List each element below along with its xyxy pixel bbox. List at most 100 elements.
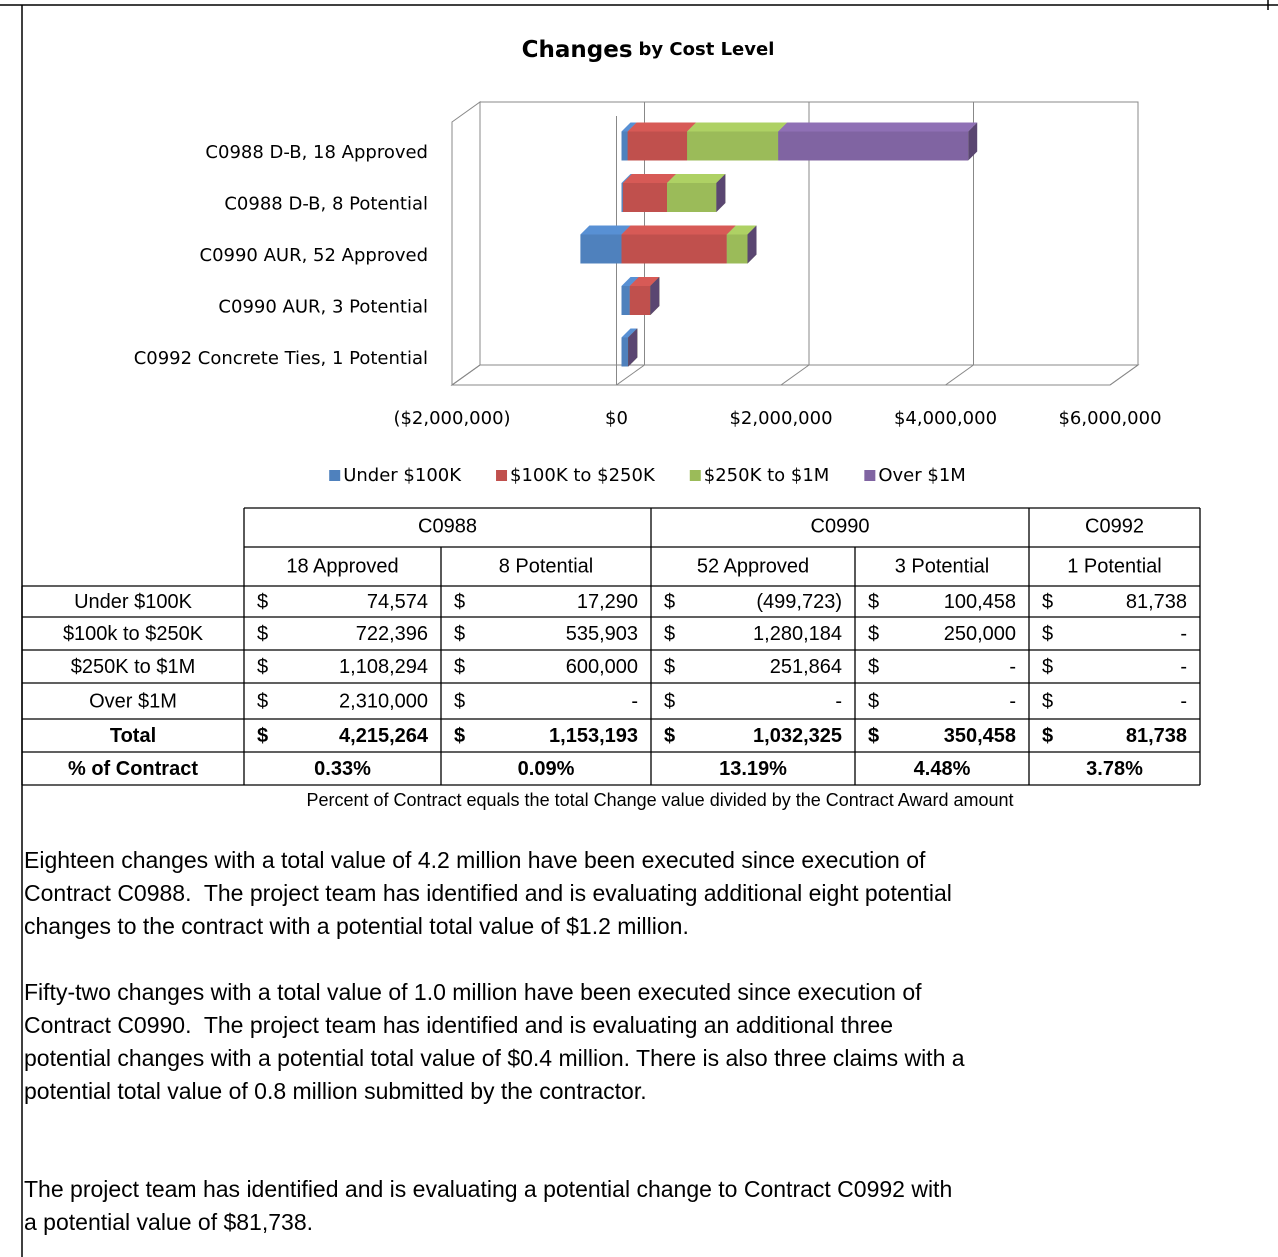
amount: - (1009, 656, 1016, 678)
bar-segment (778, 122, 978, 161)
currency: $ (868, 725, 879, 747)
floor-grid-line (945, 364, 974, 386)
currency: $ (1042, 725, 1053, 747)
y-tick-label: C0988 D-B, 18 Approved (205, 142, 428, 163)
currency: $ (868, 656, 879, 678)
bar-side (716, 174, 726, 212)
currency: $ (454, 725, 465, 747)
bar-front (667, 183, 717, 212)
bar-side (747, 225, 757, 264)
paragraph-line: potential changes with a potential total… (24, 1045, 965, 1071)
amount: 251,864 (770, 656, 842, 678)
bar-side (968, 122, 978, 161)
row-label: % of Contract (68, 758, 198, 780)
x-tick-label: $0 (605, 408, 628, 429)
amount: 100,458 (944, 591, 1016, 613)
bar-top (622, 174, 677, 183)
legend-swatch (496, 470, 508, 481)
legend-label: $100K to $250K (510, 465, 656, 486)
legend-swatch (864, 470, 876, 481)
column-header: 52 Approved (697, 555, 809, 577)
currency: $ (664, 690, 675, 712)
row-label: $250K to $1M (71, 656, 196, 678)
amount: 722,396 (356, 623, 428, 645)
legend-label: $250K to $1M (704, 465, 830, 486)
paragraph-line: Contract C0990. The project team has ide… (24, 1012, 893, 1038)
y-tick-label: C0992 Concrete Ties, 1 Potential (134, 348, 428, 369)
bar-front (580, 234, 622, 264)
bar-front (778, 131, 969, 161)
amount: - (1180, 623, 1187, 645)
column-header: 1 Potential (1067, 555, 1162, 577)
currency: $ (1042, 623, 1053, 645)
amount: 74,574 (367, 591, 428, 613)
bar-front (629, 286, 651, 315)
amount: 250,000 (944, 623, 1016, 645)
chart-title: Changes by Cost Level (522, 37, 775, 63)
bar-side (628, 328, 638, 367)
title-main: Changes (522, 37, 633, 63)
currency: $ (454, 623, 465, 645)
percent: 4.48% (914, 758, 971, 780)
bar-front (621, 183, 623, 212)
percent: 3.78% (1086, 758, 1143, 780)
bar-side (650, 277, 660, 315)
amount: 4,215,264 (339, 725, 429, 747)
group-header: C0992 (1085, 515, 1144, 537)
currency: $ (454, 591, 465, 613)
bar-front (621, 131, 628, 161)
y-tick-label: C0990 AUR, 52 Approved (200, 245, 429, 266)
group-header: C0990 (811, 515, 870, 537)
bar-top (621, 277, 639, 286)
y-tick-label: C0988 D-B, 8 Potential (224, 194, 428, 215)
currency: $ (454, 656, 465, 678)
paragraph-line: Fifty-two changes with a total value of … (24, 979, 922, 1005)
bar-segment (627, 122, 697, 161)
bar-segment (628, 328, 638, 367)
bar-top (621, 225, 736, 235)
bar-segment (622, 174, 677, 212)
legend-swatch (329, 470, 341, 481)
currency: $ (257, 623, 268, 645)
floor-grid-line (616, 364, 645, 386)
currency: $ (257, 690, 268, 712)
bar-segment (747, 225, 757, 264)
currency: $ (454, 690, 465, 712)
amount: 1,280,184 (753, 623, 842, 645)
bar-top (629, 277, 660, 286)
bar-front (687, 131, 779, 161)
currency: $ (1042, 690, 1053, 712)
currency: $ (664, 623, 675, 645)
percent: 0.33% (314, 758, 371, 780)
bar-top (580, 225, 631, 235)
row-label: $100k to $250K (63, 623, 204, 645)
bar-top (621, 174, 632, 183)
paragraph-line: The project team has identified and is e… (24, 1176, 952, 1202)
legend-swatch (689, 470, 701, 481)
amount: - (835, 690, 842, 712)
bar-segment (621, 225, 736, 264)
currency: $ (868, 591, 879, 613)
bar-front (621, 286, 630, 315)
currency: $ (1042, 591, 1053, 613)
row-label: Under $100K (74, 591, 193, 613)
amount: 81,738 (1126, 725, 1187, 747)
column-header: 3 Potential (895, 555, 990, 577)
row-label: Total (110, 725, 156, 747)
amount: 81,738 (1126, 591, 1187, 613)
paragraph-line: Eighteen changes with a total value of 4… (24, 847, 926, 873)
paragraph-line: potential total value of 0.8 million sub… (24, 1078, 647, 1104)
paragraph-line: a potential value of $81,738. (24, 1209, 313, 1235)
y-tick-label: C0990 AUR, 3 Potential (218, 297, 428, 318)
bar-front (621, 337, 629, 367)
bar-segment (650, 277, 660, 315)
amount: 1,108,294 (339, 656, 428, 678)
currency: $ (664, 591, 675, 613)
amount: 600,000 (566, 656, 638, 678)
currency: $ (257, 725, 268, 747)
currency: $ (664, 656, 675, 678)
bar-front (622, 183, 668, 212)
amount: (499,723) (756, 591, 842, 613)
percent: 13.19% (719, 758, 787, 780)
